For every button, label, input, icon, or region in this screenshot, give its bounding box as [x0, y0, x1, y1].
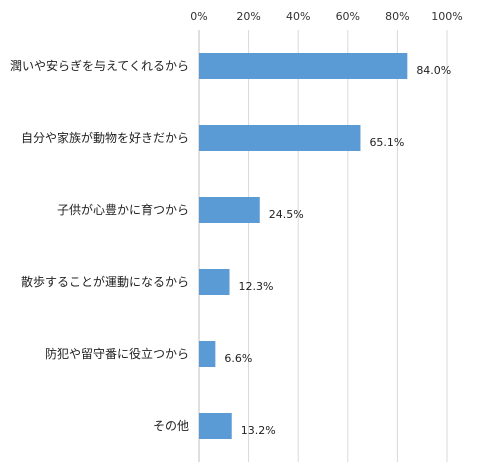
x-tick-label: 100%	[431, 10, 462, 23]
x-tick-label: 20%	[236, 10, 260, 23]
x-tick-label: 80%	[385, 10, 409, 23]
category-label: 潤いや安らぎを与えてくれるから	[10, 58, 189, 73]
gridlines	[198, 30, 448, 462]
category-label: 自分や家族が動物を好きだから	[21, 130, 189, 145]
bar	[199, 125, 361, 151]
category-label: 散歩することが運動になるから	[21, 274, 189, 289]
bar	[199, 413, 232, 439]
x-tick-label: 60%	[336, 10, 360, 23]
category-label: その他	[153, 419, 189, 433]
x-tick-label: 40%	[286, 10, 310, 23]
data-label: 65.1%	[369, 136, 404, 149]
category-labels: 潤いや安らぎを与えてくれるから自分や家族が動物を好きだから子供が心豊かに育つから…	[10, 58, 189, 433]
bar	[199, 53, 408, 79]
bar	[199, 341, 216, 367]
bar	[199, 197, 260, 223]
x-axis-ticks: 0% 20% 40% 60% 80% 100%	[190, 10, 462, 23]
data-label: 12.3%	[239, 280, 274, 293]
bars	[199, 53, 408, 439]
category-label: 防犯や留守番に役立つから	[45, 346, 189, 361]
data-label: 6.6%	[224, 352, 252, 365]
bar	[199, 269, 230, 295]
x-tick-label: 0%	[190, 10, 207, 23]
category-label: 子供が心豊かに育つから	[57, 202, 189, 217]
data-labels: 84.0% 65.1% 24.5% 12.3% 6.6% 13.2%	[224, 64, 451, 437]
data-label: 13.2%	[241, 424, 276, 437]
data-label: 24.5%	[269, 208, 304, 221]
data-label: 84.0%	[416, 64, 451, 77]
